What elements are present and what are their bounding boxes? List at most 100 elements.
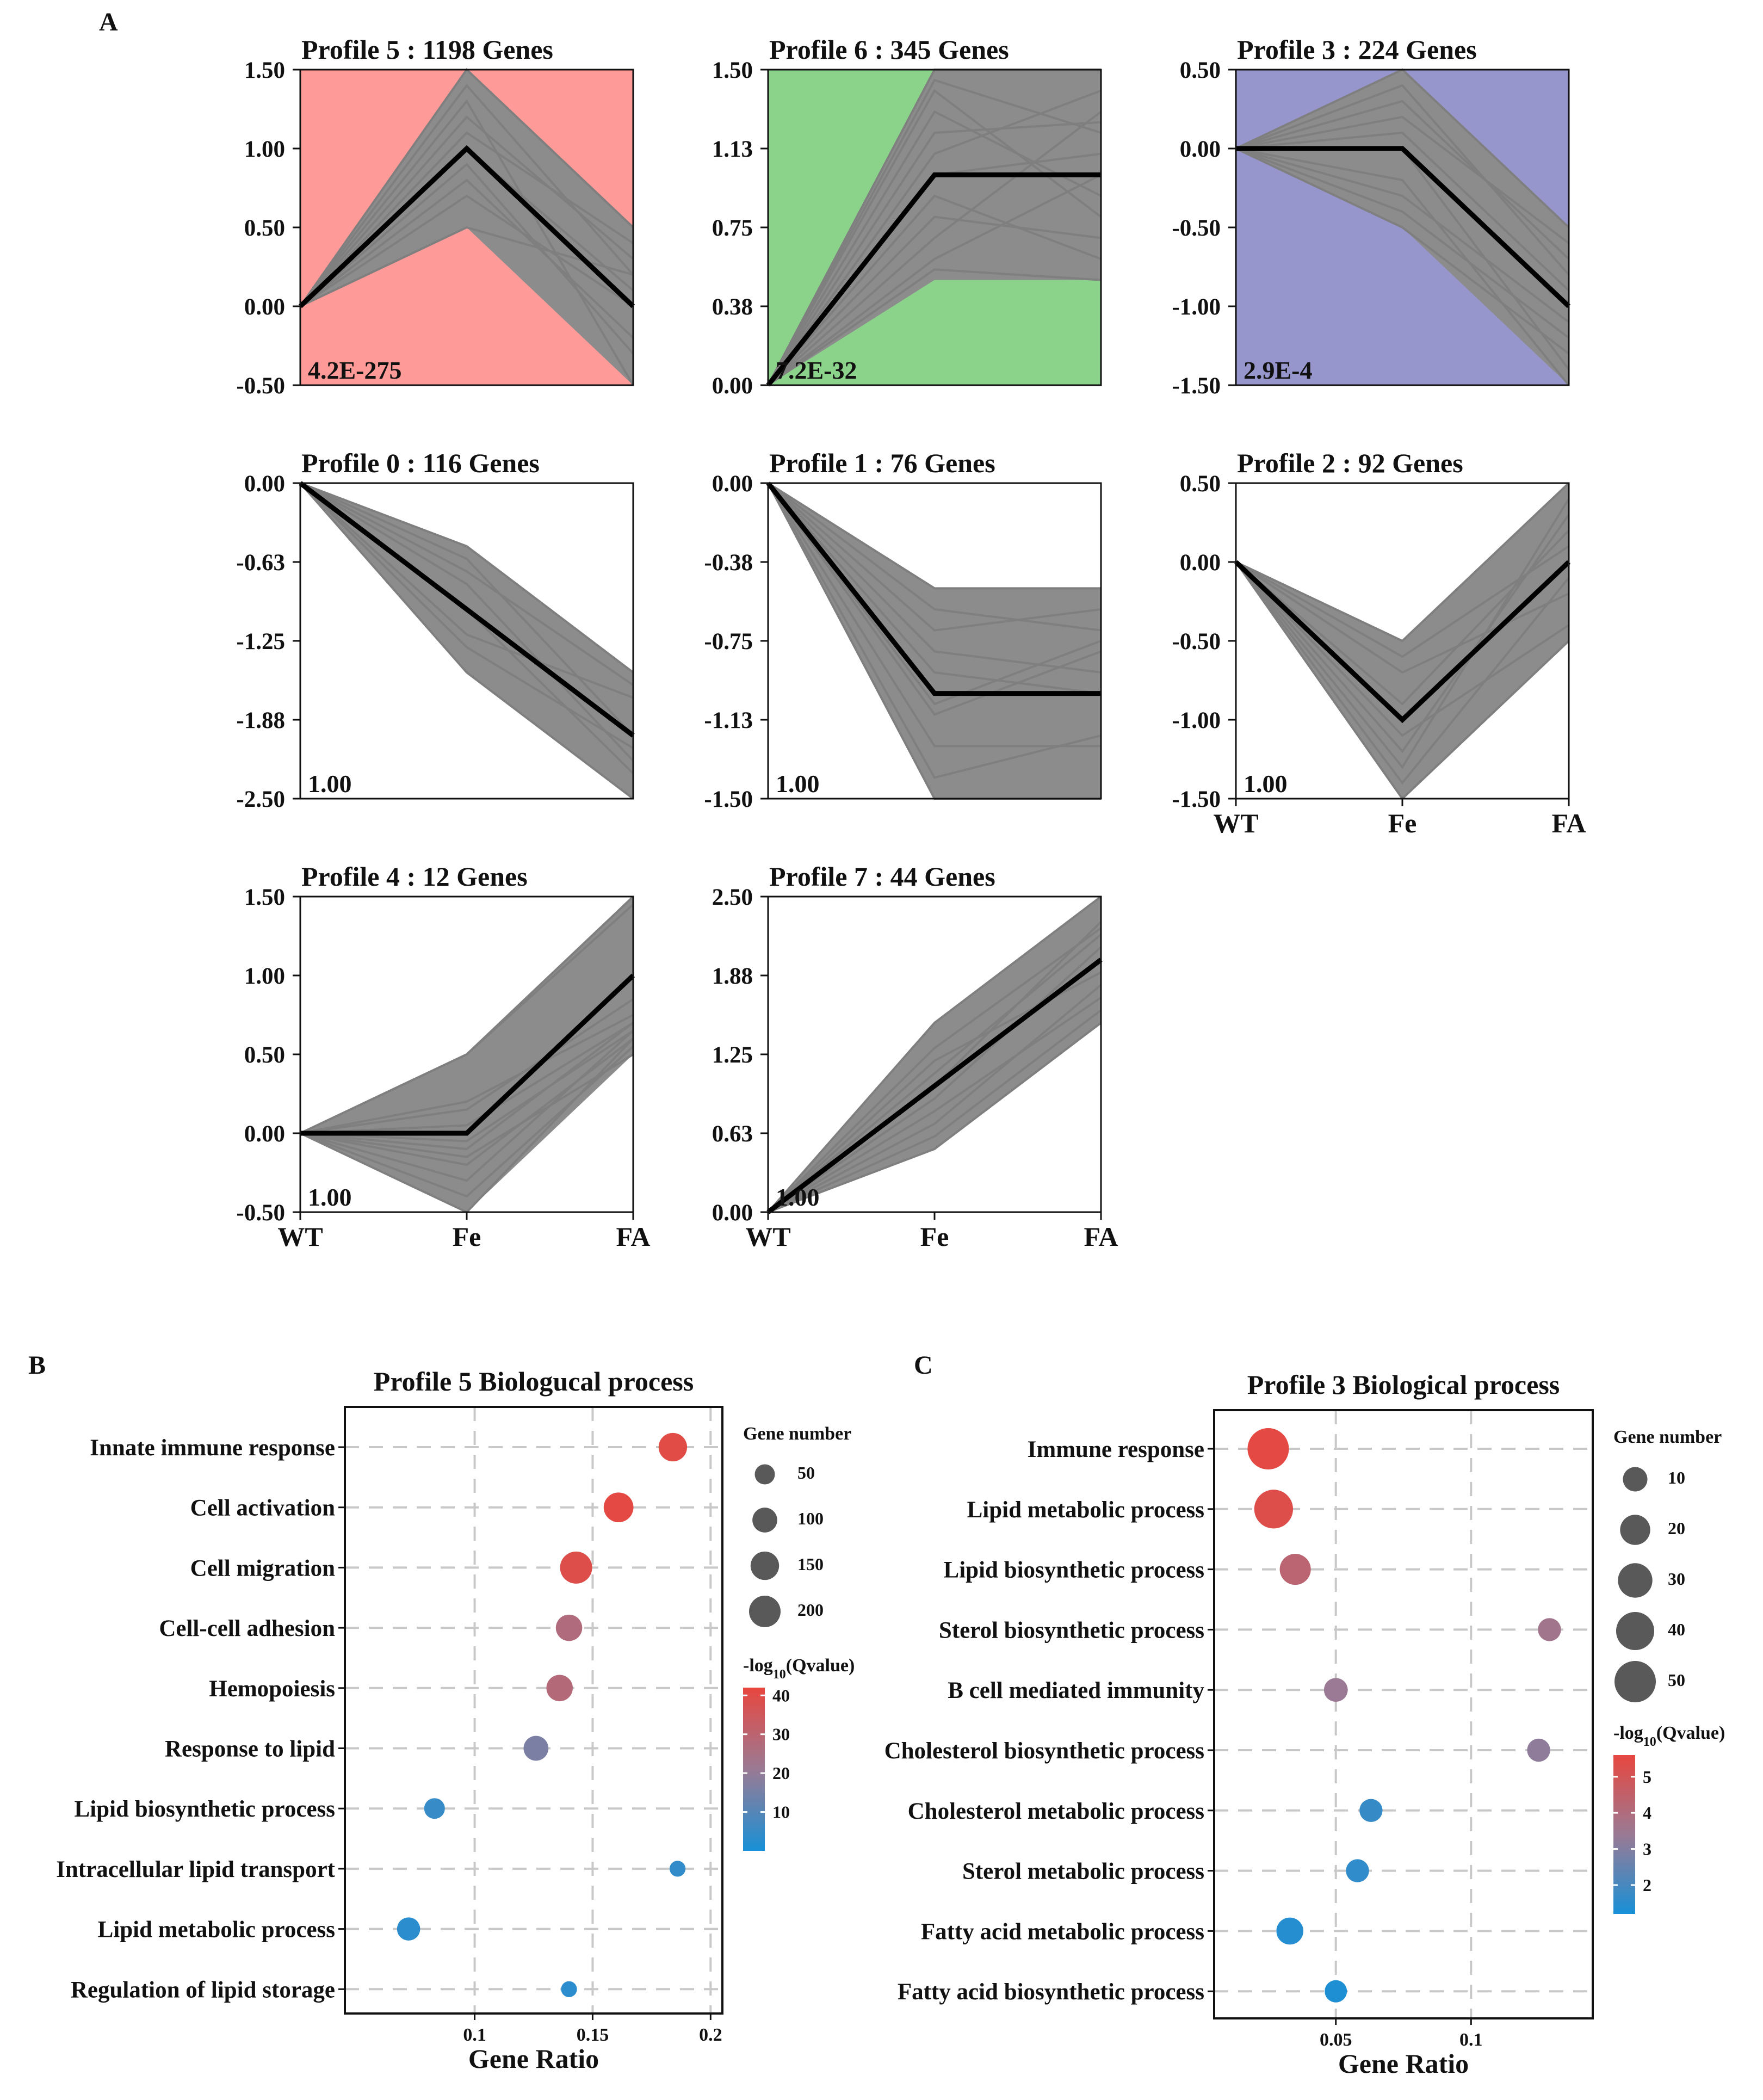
profile-title: Profile 5 : 1198 Genes [301,34,553,65]
dot-5 [523,1735,549,1761]
y-tick-label: 0.38 [712,294,753,320]
gene-line-4 [1235,100,1570,260]
category-label: Immune response [1028,1437,1204,1462]
y-tick-label: 0.00 [712,1200,753,1226]
gene-line-2 [1235,147,1570,386]
size-legend-dot-1 [1620,1515,1650,1545]
gene-line-2 [1235,514,1570,753]
x-tick-label: 0.15 [577,2025,609,2045]
y-tick-label: 0.00 [244,471,285,497]
size-legend-dot-4 [1614,1661,1656,1702]
x-tick-label: 0.2 [699,2025,722,2045]
color-legend-label: 20 [772,1763,790,1783]
size-legend-dot-3 [749,1596,781,1627]
y-tick-label: -0.50 [1172,215,1221,241]
profile-pvalue: 1.00 [776,770,820,798]
size-legend-label: 10 [1668,1468,1685,1487]
gene-line-4 [767,482,1102,632]
color-legend-label: 4 [1643,1803,1651,1823]
color-legend-title: -log10(Qvalue) [743,1656,855,1682]
gene-line-1 [768,1022,1102,1213]
gene-band [300,483,633,799]
dot-1 [603,1492,634,1523]
profile-pvalue: 1.00 [308,770,352,798]
gene-line-6 [300,1030,634,1182]
profile-pvalue: 4.2E-275 [308,356,402,384]
y-tick-label: 0.00 [1180,550,1221,576]
profile-grid: 1.50 1.00 0.50 0.00 -0.50 Profile 5 : 1198 Ge… [236,34,1586,1252]
gene-line-0 [767,482,1101,590]
y-tick-label: 1.50 [244,58,285,83]
gene-band [768,70,1101,385]
gene-line-9 [299,163,634,355]
gene-line-4 [767,110,1102,386]
dot-9 [1325,1980,1347,2003]
dot-3 [555,1614,583,1641]
size-legend-label: 30 [1668,1569,1685,1589]
x-tick-label-fe: Fe [920,1221,949,1252]
dot-4 [1323,1678,1348,1702]
y-tick-label: 1.50 [244,885,285,910]
color-legend-title-suffix: (Qvalue) [1656,1723,1725,1743]
gene-line-3 [767,89,1102,386]
y-tick-label: 0.63 [712,1121,753,1147]
profile-chart-6: 1.50 1.00 0.50 0.00 -0.50 Profile 4 : 12 Gene… [236,861,650,1252]
dotplot-profile-3: Profile 3 Biological process Immune respo… [884,1369,1725,2079]
profile-chart-5: 0.50 0.00 -0.50 -1.00 -1.50 Profile 2 : 92 Ge… [1172,448,1586,838]
size-legend-label: 100 [797,1509,824,1528]
color-legend-bar [743,1688,765,1851]
x-tick-label: 0.1 [463,2025,486,2045]
category-label: Fatty acid biosynthetic process [898,1979,1204,2005]
gene-line-1 [1235,115,1570,244]
model-profile-line [1234,560,1571,724]
y-tick-label: 0.50 [1180,58,1221,83]
gene-line-4 [300,482,634,737]
profile-pvalue: 1.00 [308,1183,352,1211]
y-tick-label: 1.13 [712,137,753,162]
y-tick-label: 0.50 [244,1042,285,1068]
dot-3 [1538,1618,1561,1641]
size-legend-label: 50 [797,1463,815,1483]
category-label: Cell migration [190,1555,335,1581]
dotplot-frame [344,1406,723,2015]
gene-line-1 [767,78,1102,386]
gene-band [768,897,1101,1212]
gene-line-2 [767,110,1102,386]
category-label: Lipid metabolic process [967,1497,1204,1523]
gene-line-9 [300,1053,634,1158]
gene-line-8 [767,482,1102,695]
x-axis-label: Gene Ratio [1338,2048,1469,2079]
gene-line-4 [300,1022,634,1151]
x-tick-label-fa: FA [1084,1221,1118,1252]
profile-pvalue: 1.00 [776,1183,820,1211]
dot-6 [1359,1799,1383,1822]
dotplot-title: Profile 5 Biologucal process [374,1366,694,1397]
x-tick-label-fa: FA [616,1221,651,1252]
gene-line-3 [300,998,634,1134]
gene-band [768,483,1101,799]
size-legend-dot-0 [754,1464,775,1485]
x-tick-label-wt: WT [277,1221,323,1252]
profile-chart-3: 0.00 -0.63 -1.25 -1.88 -2.50 Profile 0 : 116 … [236,448,635,812]
y-tick-label: 0.00 [1180,137,1221,162]
category-label: Response to lipid [165,1737,335,1762]
gene-line-6 [299,131,634,307]
dotplot-profile-5: Profile 5 Biologucal process Innate immun… [56,1366,855,2074]
category-label: Regulation of lipid storage [71,1977,335,2003]
y-tick-label: -0.50 [1172,629,1221,654]
gene-line-7 [1235,84,1570,276]
color-legend-label: 30 [772,1725,790,1744]
y-tick-label: 2.50 [712,885,753,910]
gene-line-2 [300,226,634,307]
gene-line-2 [767,927,1102,1213]
gene-line-0 [1235,482,1570,643]
gene-line-10 [300,1022,634,1134]
dot-6 [424,1798,445,1819]
dot-4 [546,1675,573,1702]
profile-title: Profile 1 : 76 Genes [769,448,995,478]
gene-line-5 [1235,131,1570,292]
color-legend-title-sub: 10 [1643,1735,1656,1749]
y-tick-label: -1.25 [236,629,285,654]
x-tick-label-wt: WT [745,1221,790,1252]
size-legend-title: Gene number [743,1424,851,1444]
